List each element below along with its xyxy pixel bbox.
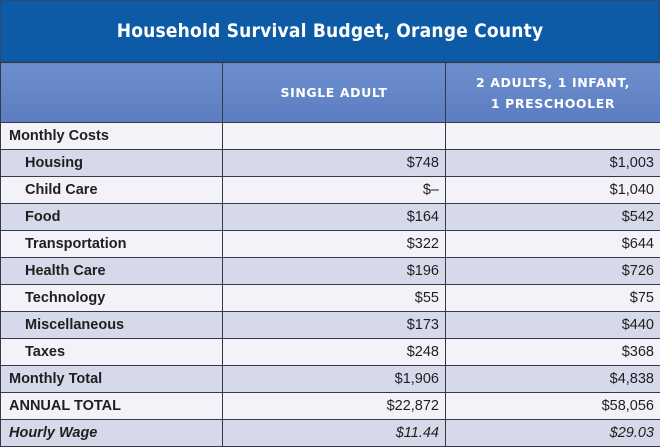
- single-value: $1,906: [222, 365, 446, 393]
- family-value: $58,056: [445, 392, 660, 420]
- single-value: $196: [222, 257, 446, 285]
- single-value: $322: [222, 230, 446, 258]
- table-row: Food $164 $542: [0, 203, 660, 231]
- single-value: $748: [222, 149, 446, 177]
- family-value: $542: [445, 203, 660, 231]
- family-value: $29.03: [445, 419, 660, 447]
- family-value: $440: [445, 311, 660, 339]
- row-label: Transportation: [0, 230, 223, 258]
- table-row: Housing $748 $1,003: [0, 149, 660, 177]
- single-value: $–: [222, 176, 446, 204]
- row-label: Technology: [0, 284, 223, 312]
- family-value: $1,003: [445, 149, 660, 177]
- hourly-wage-row: Hourly Wage $11.44 $29.03: [0, 419, 660, 447]
- header-single-adult: SINGLE ADULT: [222, 62, 446, 123]
- table-row: Child Care $– $1,040: [0, 176, 660, 204]
- family-value: $4,838: [445, 365, 660, 393]
- family-value: $644: [445, 230, 660, 258]
- family-value: $75: [445, 284, 660, 312]
- single-value: $55: [222, 284, 446, 312]
- row-label: Miscellaneous: [0, 311, 223, 339]
- table-row: Technology $55 $75: [0, 284, 660, 312]
- single-value: $22,872: [222, 392, 446, 420]
- table-row: Health Care $196 $726: [0, 257, 660, 285]
- family-value: $368: [445, 338, 660, 366]
- single-value: $164: [222, 203, 446, 231]
- section-label: Monthly Costs: [0, 122, 223, 150]
- header-family: 2 ADULTS, 1 INFANT, 1 PRESCHOOLER: [445, 62, 660, 123]
- row-label: Child Care: [0, 176, 223, 204]
- single-value: $248: [222, 338, 446, 366]
- empty-cell: [445, 122, 660, 150]
- row-label: ANNUAL TOTAL: [0, 392, 223, 420]
- empty-cell: [222, 122, 446, 150]
- monthly-total-row: Monthly Total $1,906 $4,838: [0, 365, 660, 393]
- header-empty-cell: [0, 62, 223, 123]
- section-row: Monthly Costs: [0, 122, 660, 150]
- row-label: Hourly Wage: [0, 419, 223, 447]
- row-label: Housing: [0, 149, 223, 177]
- table-row: Transportation $322 $644: [0, 230, 660, 258]
- table-row: Taxes $248 $368: [0, 338, 660, 366]
- title-bar: Household Survival Budget, Orange County: [0, 0, 660, 62]
- row-label: Food: [0, 203, 223, 231]
- row-label: Taxes: [0, 338, 223, 366]
- table-title: Household Survival Budget, Orange County: [116, 20, 544, 42]
- single-value: $11.44: [222, 419, 446, 447]
- row-label: Health Care: [0, 257, 223, 285]
- header-row: SINGLE ADULT 2 ADULTS, 1 INFANT, 1 PRESC…: [0, 62, 660, 123]
- annual-total-row: ANNUAL TOTAL $22,872 $58,056: [0, 392, 660, 420]
- row-label: Monthly Total: [0, 365, 223, 393]
- family-value: $1,040: [445, 176, 660, 204]
- budget-table: SINGLE ADULT 2 ADULTS, 1 INFANT, 1 PRESC…: [0, 62, 660, 447]
- table-row: Miscellaneous $173 $440: [0, 311, 660, 339]
- single-value: $173: [222, 311, 446, 339]
- family-value: $726: [445, 257, 660, 285]
